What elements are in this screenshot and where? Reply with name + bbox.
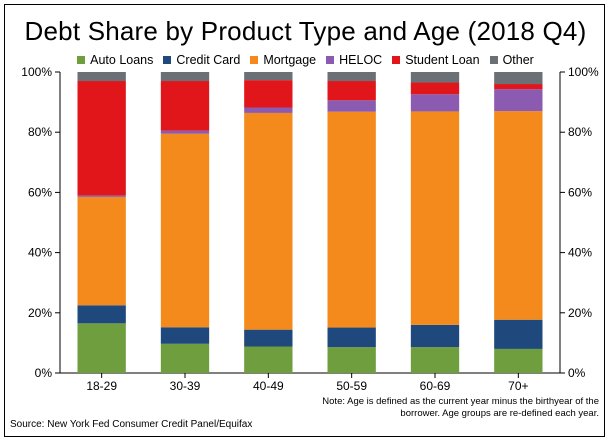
x-tick-label: 70+ (508, 379, 528, 393)
bar-segment (77, 81, 126, 196)
bar-segment (494, 348, 543, 373)
y-tick-label-left: 40% (28, 246, 52, 260)
bar-segment (327, 100, 376, 112)
bar-segment (244, 329, 293, 347)
bar-segment (77, 72, 126, 82)
chart-title: Debt Share by Product Type and Age (2018… (24, 16, 587, 46)
bar-segment (327, 347, 376, 373)
bar-segment (327, 72, 376, 82)
y-tick-label-right: 20% (568, 306, 592, 320)
bar-segment (77, 323, 126, 373)
footnote-line-2: borrower. Age groups are re-defined each… (400, 407, 599, 419)
bar-segment (494, 72, 543, 85)
y-tick-label-left: 80% (28, 125, 52, 139)
y-tick-label-left: 60% (28, 185, 52, 199)
legend-item: Student Loan (392, 53, 480, 67)
bar-segment (494, 89, 543, 112)
bar-segment (77, 305, 126, 324)
bar-segment (494, 84, 543, 90)
legend-swatch (392, 56, 401, 64)
legend-swatch (163, 56, 172, 64)
y-tick-label-right: 60% (568, 185, 592, 199)
bar-segment (494, 319, 543, 349)
legend-label: HELOC (339, 53, 383, 67)
y-tick-label-left: 100% (21, 65, 52, 79)
source-note: Source: New York Fed Consumer Credit Pan… (10, 419, 253, 430)
bar-segment (77, 195, 126, 197)
bar-segment (327, 111, 376, 328)
legend-label: Credit Card (176, 53, 241, 67)
bar-segment (160, 133, 210, 328)
y-tick-label-right: 40% (568, 246, 592, 260)
footnote-line-1: Note: Age is defined as the current year… (322, 396, 599, 407)
x-tick-label: 30-39 (170, 379, 201, 393)
bar-segment (160, 130, 210, 134)
bar-segment (494, 111, 543, 320)
bar-segment (244, 107, 293, 113)
legend-swatch (489, 56, 498, 64)
legend: Auto Loans Credit Card Mortgage HELOC Studen… (0, 53, 611, 67)
legend-swatch (326, 56, 335, 64)
bar-segment (160, 72, 210, 82)
bar-segment (327, 81, 376, 101)
legend-label: Mortgage (263, 53, 317, 67)
legend-item: Mortgage (250, 53, 316, 67)
bar-segment (160, 81, 210, 131)
bar-segment (410, 82, 460, 95)
y-tick-label-right: 80% (568, 125, 592, 139)
legend-label: Student Loan (405, 53, 480, 67)
y-tick-label-left: 0% (35, 366, 53, 380)
legend-item: Auto Loans (77, 53, 153, 67)
bar-segment (410, 72, 460, 83)
bar-segment (77, 196, 126, 306)
y-tick-label-right: 0% (568, 366, 586, 380)
legend-swatch (77, 56, 86, 64)
bar-segment (410, 347, 460, 373)
x-tick-label: 50-59 (336, 379, 367, 393)
footnote: Note: Age is defined as the current year… (279, 396, 599, 419)
bar-segment (244, 72, 293, 81)
y-tick-label-right: 100% (568, 65, 599, 79)
legend-item: Other (489, 53, 534, 67)
bar-segment (244, 346, 293, 373)
legend-item: HELOC (326, 53, 382, 67)
bar-segment (160, 327, 210, 344)
legend-label: Other (502, 53, 534, 67)
bar-segment (327, 327, 376, 348)
legend-swatch (250, 56, 259, 64)
x-tick-label: 18-29 (86, 379, 117, 393)
bar-segment (160, 343, 210, 373)
bar-segment (244, 80, 293, 108)
x-tick-label: 40-49 (253, 379, 284, 393)
bar-segment (410, 111, 460, 325)
x-tick-label: 60-69 (420, 379, 451, 393)
bar-segment (410, 324, 460, 348)
y-tick-label-left: 20% (28, 306, 52, 320)
bar-segment (244, 112, 293, 330)
legend-item: Credit Card (163, 53, 240, 67)
legend-label: Auto Loans (90, 53, 154, 67)
bar-segment (410, 94, 460, 112)
